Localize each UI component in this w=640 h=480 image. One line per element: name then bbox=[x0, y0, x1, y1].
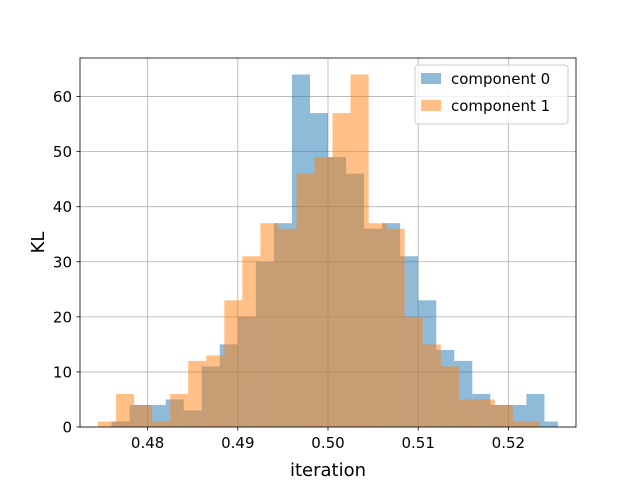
histogram-bars bbox=[98, 74, 558, 428]
histogram-bar-component-1 bbox=[134, 404, 153, 427]
histogram-bar-component-1 bbox=[224, 300, 243, 427]
histogram-bar-component-1 bbox=[314, 157, 333, 427]
legend-swatch-component-0 bbox=[421, 73, 441, 84]
y-tick-label: 40 bbox=[53, 198, 72, 216]
histogram-bar-component-1 bbox=[170, 393, 189, 427]
histogram-bar-component-0 bbox=[526, 393, 545, 427]
x-tick-label: 0.48 bbox=[131, 434, 164, 452]
legend-swatch-component-1 bbox=[421, 100, 441, 111]
y-tick-label: 60 bbox=[53, 88, 72, 106]
y-tick-label: 0 bbox=[62, 419, 72, 437]
histogram-bar-component-1 bbox=[404, 316, 423, 427]
histogram-bar-component-1 bbox=[278, 228, 297, 427]
x-axis-label: iteration bbox=[290, 460, 366, 480]
histogram-bar-component-1 bbox=[494, 404, 513, 427]
histogram-bar-component-1 bbox=[530, 421, 540, 427]
y-tick-label: 30 bbox=[53, 253, 72, 271]
histogram-bar-component-1 bbox=[368, 223, 387, 427]
legend-box bbox=[414, 64, 569, 125]
histogram-bar-component-1 bbox=[440, 366, 459, 427]
y-tick-label: 50 bbox=[53, 143, 72, 161]
histogram-bar-component-1 bbox=[476, 399, 495, 427]
legend: component 0 component 1 bbox=[414, 64, 569, 125]
histogram-bar-component-1 bbox=[422, 344, 441, 427]
histogram-bar-component-1 bbox=[332, 113, 351, 428]
y-tick-label: 10 bbox=[53, 363, 72, 381]
histogram-bar-component-1 bbox=[188, 360, 207, 427]
histogram-bar-component-1 bbox=[98, 421, 117, 427]
histogram-bar-component-1 bbox=[386, 228, 405, 427]
histogram-bar-component-0 bbox=[544, 421, 558, 427]
histogram-bar-component-1 bbox=[350, 74, 369, 427]
x-tick-label: 0.52 bbox=[492, 434, 525, 452]
histogram-bar-component-1 bbox=[512, 421, 531, 427]
histogram-bar-component-1 bbox=[296, 173, 315, 427]
x-tick-label: 0.49 bbox=[221, 434, 254, 452]
histogram-bar-component-1 bbox=[152, 421, 171, 427]
legend-label-component-1: component 1 bbox=[451, 97, 550, 115]
y-tick-label: 20 bbox=[53, 308, 72, 326]
histogram-bar-component-1 bbox=[206, 355, 225, 427]
x-tick-label: 0.51 bbox=[401, 434, 434, 452]
legend-label-component-0: component 0 bbox=[451, 70, 550, 88]
axis-ticks: 0.48 0.49 0.50 0.51 0.52 0 10 20 30 40 50 60 bbox=[53, 88, 525, 452]
y-axis-label: KL bbox=[28, 232, 49, 254]
histogram-bar-component-1 bbox=[242, 256, 261, 427]
histogram-bar-component-1 bbox=[116, 393, 135, 427]
histogram-bar-component-1 bbox=[458, 399, 477, 427]
histogram-bar-component-1 bbox=[260, 223, 279, 427]
x-tick-label: 0.50 bbox=[311, 434, 344, 452]
